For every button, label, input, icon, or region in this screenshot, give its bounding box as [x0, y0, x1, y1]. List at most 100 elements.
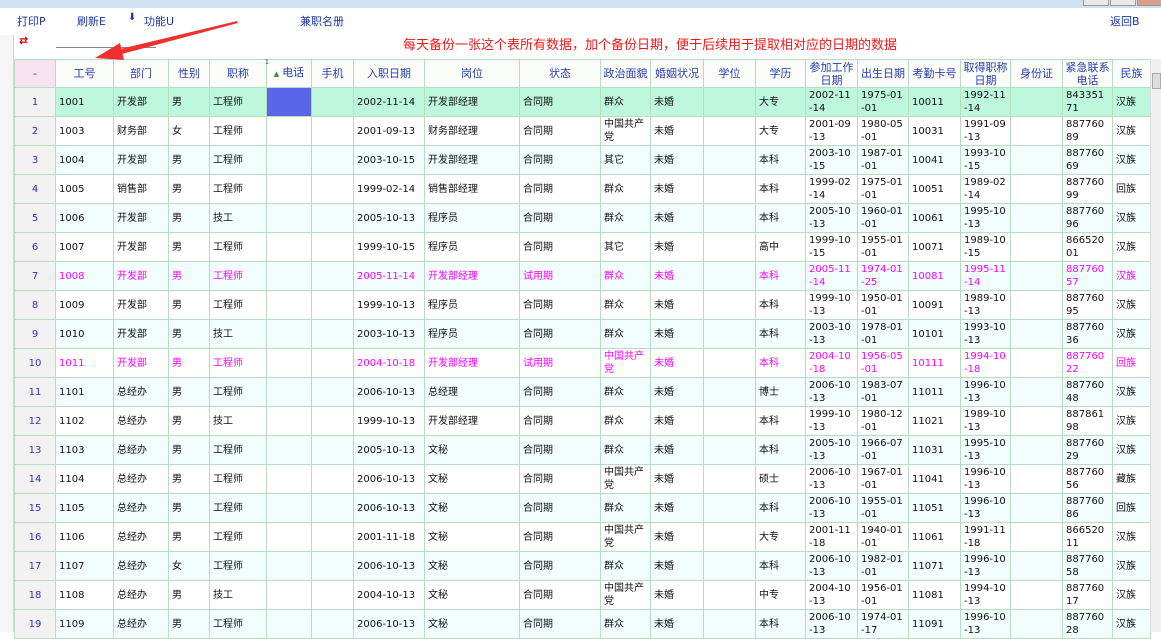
table-cell[interactable]	[311, 580, 354, 610]
table-row[interactable]: 6 1007 开发部男工程师 1999-10-15 程序员 合同期 其它 未婚 高中 1999-1…	[14, 232, 1151, 262]
table-cell[interactable]: 未婚	[650, 609, 704, 639]
table-cell[interactable]: 2005-11-14	[353, 261, 425, 291]
table-cell[interactable]: 1999-10-13	[805, 290, 858, 320]
table-cell[interactable]: 未婚	[650, 203, 704, 233]
table-row[interactable]: 8 1009 开发部男工程师 1999-10-13 程序员 合同期 群众 未婚 本科 1999-1…	[14, 290, 1151, 320]
table-cell[interactable]: 2004-10-18	[805, 348, 858, 378]
table-cell[interactable]	[266, 580, 312, 610]
table-cell[interactable]: 2006-10-13	[353, 377, 425, 407]
table-cell[interactable]: 未婚	[650, 522, 704, 552]
table-cell[interactable]: 男	[168, 145, 210, 175]
table-cell[interactable]: 工程师	[209, 290, 267, 320]
table-cell[interactable]: 大专	[755, 87, 806, 117]
table-cell[interactable]: 未婚	[650, 261, 704, 291]
table-cell[interactable]: 工程师	[209, 87, 267, 117]
table-cell[interactable]: 其它	[600, 232, 651, 262]
table-cell[interactable]: 1994-10-18	[960, 348, 1011, 378]
table-cell[interactable]: 技工	[209, 406, 267, 436]
table-cell[interactable]: 1995-10-13	[960, 435, 1011, 465]
table-cell[interactable]: 88776069	[1062, 145, 1113, 175]
table-cell[interactable]: 1999-10-15	[805, 232, 858, 262]
table-cell[interactable]: 未婚	[650, 116, 704, 146]
table-cell[interactable]: 2001-09-13	[353, 116, 425, 146]
table-cell[interactable]	[266, 551, 312, 581]
print-button[interactable]: 打印P	[17, 15, 46, 28]
table-cell[interactable]: 2004-10-13	[805, 580, 858, 610]
row-number[interactable]: 4	[14, 174, 56, 204]
table-cell[interactable]	[266, 261, 312, 291]
table-cell[interactable]: 1009	[55, 290, 114, 320]
table-row[interactable]: 16 1106 总经办男工程师 2001-11-18 文秘 合同期 中国共产党 未婚 大专 200…	[14, 522, 1151, 552]
table-cell[interactable]: 84335171	[1062, 87, 1113, 117]
table-cell[interactable]: 群众	[600, 377, 651, 407]
table-cell[interactable]: 本科	[755, 551, 806, 581]
table-cell[interactable]: 群众	[600, 87, 651, 117]
table-cell[interactable]: 合同期	[519, 580, 601, 610]
row-number[interactable]: 9	[14, 319, 56, 349]
table-cell[interactable]: 88776017	[1062, 580, 1113, 610]
table-cell[interactable]: 中专	[755, 580, 806, 610]
table-cell[interactable]: 男	[168, 493, 210, 523]
table-cell[interactable]: 技工	[209, 203, 267, 233]
table-cell[interactable]: 88776096	[1062, 203, 1113, 233]
table-cell[interactable]: 1003	[55, 116, 114, 146]
table-cell[interactable]: 合同期	[519, 377, 601, 407]
table-cell[interactable]: 2006-10-13	[805, 464, 858, 494]
table-cell[interactable]: 合同期	[519, 551, 601, 581]
table-cell[interactable]: 总经办	[113, 580, 169, 610]
table-cell[interactable]: 合同期	[519, 522, 601, 552]
table-cell[interactable]: 总经理	[424, 377, 520, 407]
table-cell[interactable]	[1010, 580, 1063, 610]
table-row[interactable]: 3 1004 开发部男工程师 2003-10-15 开发部经理 合同期 其它 未婚 本科 2003…	[14, 145, 1151, 175]
table-cell[interactable]: 开发部	[113, 87, 169, 117]
column-header[interactable]: 状态	[519, 59, 601, 88]
table-cell[interactable]: 本科	[755, 203, 806, 233]
table-cell[interactable]: 开发部	[113, 232, 169, 262]
table-cell[interactable]: 1974-01-25	[857, 261, 909, 291]
column-header[interactable]: 考勤卡号	[908, 59, 961, 88]
table-cell[interactable]	[1010, 435, 1063, 465]
table-cell[interactable]: 文秘	[424, 464, 520, 494]
table-cell[interactable]: 2005-10-13	[353, 435, 425, 465]
table-cell[interactable]: 总经办	[113, 522, 169, 552]
table-cell[interactable]: 汉族	[1112, 522, 1151, 552]
table-cell[interactable]: 1107	[55, 551, 114, 581]
table-cell[interactable]	[266, 406, 312, 436]
table-cell[interactable]: 文秘	[424, 551, 520, 581]
table-cell[interactable]: 合同期	[519, 87, 601, 117]
table-row[interactable]: 7 1008 开发部男工程师 2005-11-14 开发部经理 试用期 群众 未婚 本科 2005…	[14, 261, 1151, 291]
table-cell[interactable]: 2006-10-13	[353, 464, 425, 494]
table-cell[interactable]: 11021	[908, 406, 961, 436]
table-cell[interactable]: 2005-10-13	[805, 203, 858, 233]
table-cell[interactable]: 本科	[755, 609, 806, 639]
table-cell[interactable]: 88776058	[1062, 551, 1113, 581]
table-cell[interactable]: 本科	[755, 174, 806, 204]
table-cell[interactable]: 11051	[908, 493, 961, 523]
table-cell[interactable]: 总经办	[113, 609, 169, 639]
table-cell[interactable]: 合同期	[519, 232, 601, 262]
table-cell[interactable]: 2006-10-13	[805, 551, 858, 581]
table-row[interactable]: 19 1109 总经办男工程师 2006-10-13 文秘 合同期 群众 未婚 本科 2006-1…	[14, 609, 1151, 639]
table-cell[interactable]: 2003-10-15	[353, 145, 425, 175]
table-cell[interactable]: 2006-10-13	[353, 493, 425, 523]
table-cell[interactable]	[703, 435, 756, 465]
table-row[interactable]: 17 1107 总经办女工程师 2006-10-13 文秘 合同期 群众 未婚 本科 2006-1…	[14, 551, 1151, 581]
table-cell[interactable]: 汉族	[1112, 319, 1151, 349]
table-cell[interactable]: 汉族	[1112, 435, 1151, 465]
table-cell[interactable]: 合同期	[519, 174, 601, 204]
table-cell[interactable]: 1989-10-13	[960, 406, 1011, 436]
table-cell[interactable]: 男	[168, 406, 210, 436]
table-cell[interactable]	[266, 232, 312, 262]
table-cell[interactable]: 11041	[908, 464, 961, 494]
table-cell[interactable]: 未婚	[650, 551, 704, 581]
table-cell[interactable]: 销售部	[113, 174, 169, 204]
table-cell[interactable]: 汉族	[1112, 203, 1151, 233]
table-cell[interactable]	[311, 609, 354, 639]
refresh-button[interactable]: 刷新E	[77, 15, 106, 28]
table-cell[interactable]: 2004-10-13	[353, 580, 425, 610]
table-cell[interactable]	[311, 145, 354, 175]
table-cell[interactable]: 未婚	[650, 87, 704, 117]
table-cell[interactable]: 合同期	[519, 493, 601, 523]
table-cell[interactable]: 开发部	[113, 145, 169, 175]
table-cell[interactable]	[311, 435, 354, 465]
